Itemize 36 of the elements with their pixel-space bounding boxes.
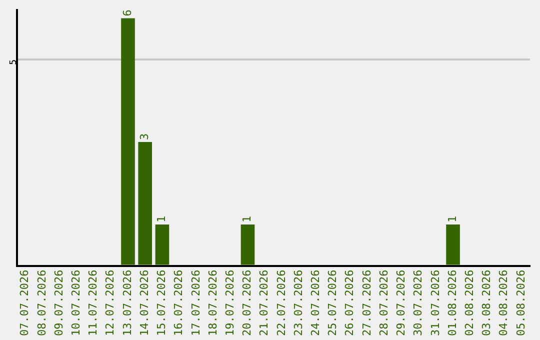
x-tick-label: 30.07.2026 bbox=[412, 270, 425, 336]
x-tick-label: 01.08.2026 bbox=[446, 270, 459, 336]
data-label: 6 bbox=[120, 10, 134, 16]
x-tick-label: 25.07.2026 bbox=[326, 270, 340, 336]
x-tick-label: 09.07.2026 bbox=[52, 270, 66, 336]
data-label: 1 bbox=[155, 216, 168, 223]
x-tick-label: 13.07.2026 bbox=[120, 270, 134, 336]
x-tick-label: 20.07.2026 bbox=[240, 270, 254, 336]
x-tick-label: 27.07.2026 bbox=[360, 270, 374, 336]
y-tick-label: 5 bbox=[9, 60, 20, 65]
x-tick-label: 24.07.2026 bbox=[309, 270, 322, 336]
x-tick-label: 02.08.2026 bbox=[462, 270, 476, 336]
x-tick-label: 12.07.2026 bbox=[104, 270, 117, 336]
x-tick-label: 07.07.2026 bbox=[18, 270, 32, 336]
x-tick-label: 11.07.2026 bbox=[86, 270, 100, 336]
x-tick-label: 03.08.2026 bbox=[480, 270, 494, 336]
x-tick-label: 16.07.2026 bbox=[172, 270, 186, 336]
x-tick-label: 23.07.2026 bbox=[292, 270, 305, 336]
x-tick-label: 28.07.2026 bbox=[377, 270, 390, 336]
x-tick-label: 31.07.2026 bbox=[428, 270, 442, 336]
x-tick-label: 22.07.2026 bbox=[274, 270, 288, 336]
x-tick-label: 26.07.2026 bbox=[343, 270, 356, 336]
x-tick-label: 04.08.2026 bbox=[497, 270, 510, 336]
data-label: 1 bbox=[446, 216, 459, 223]
x-tick-label: 15.07.2026 bbox=[155, 270, 168, 336]
data-label: 1 bbox=[240, 216, 254, 223]
x-tick-label: 29.07.2026 bbox=[394, 270, 408, 336]
x-tick-label: 21.07.2026 bbox=[258, 270, 271, 336]
x-tick-label: 10.07.2026 bbox=[70, 270, 83, 336]
x-tick-label: 17.07.2026 bbox=[189, 270, 202, 336]
data-label: 3 bbox=[138, 133, 151, 140]
x-tick-label: 19.07.2026 bbox=[223, 270, 236, 336]
x-tick-label: 18.07.2026 bbox=[206, 270, 220, 336]
x-tick-label: 05.08.2026 bbox=[514, 270, 528, 336]
x-tick-label: 08.07.2026 bbox=[35, 270, 48, 336]
x-tick-label: 14.07.2026 bbox=[138, 270, 151, 336]
